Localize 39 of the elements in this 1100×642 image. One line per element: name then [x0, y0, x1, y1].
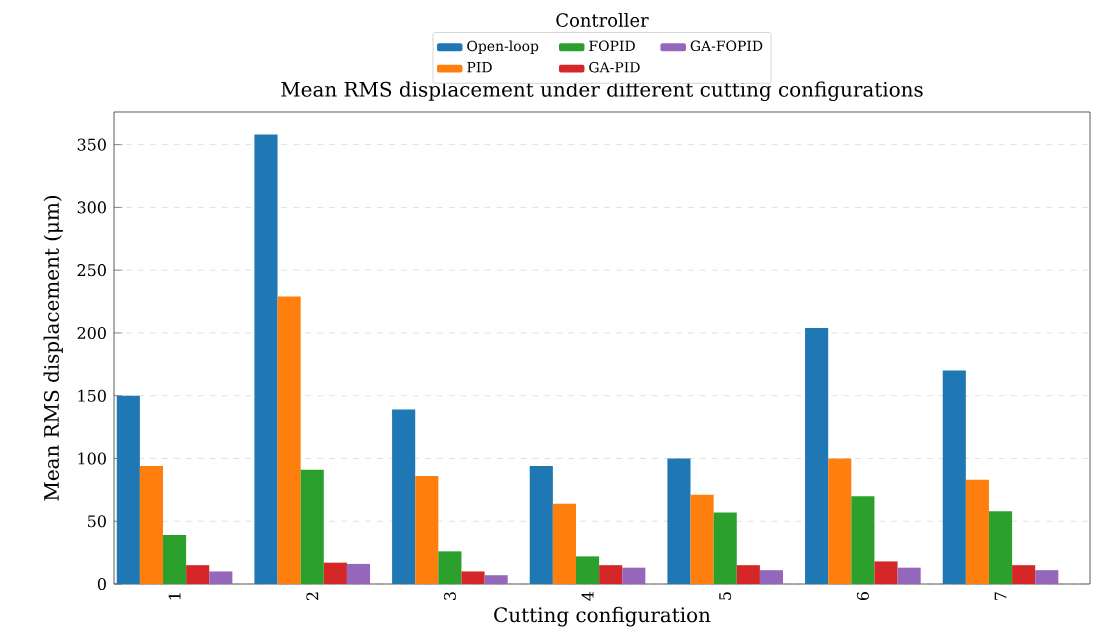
- bar: [736, 565, 760, 584]
- bar: [116, 395, 140, 584]
- bar: [874, 561, 898, 584]
- bar: [552, 503, 576, 584]
- legend-title: Controller: [556, 13, 649, 27]
- y-axis-title: Mean RMS displacement (μm): [43, 196, 63, 501]
- bar: [759, 570, 784, 584]
- bar: [392, 409, 416, 584]
- bar: [667, 458, 691, 584]
- bar: [415, 476, 439, 584]
- bar: [163, 535, 187, 584]
- bar: [346, 563, 371, 584]
- bar: [851, 496, 875, 584]
- bar: [690, 494, 714, 584]
- bar: [1012, 565, 1036, 584]
- bar: [1035, 570, 1059, 584]
- bar: [277, 296, 301, 584]
- bar: [254, 134, 278, 584]
- bar: [622, 567, 646, 584]
- bar: [300, 469, 324, 584]
- bar: [209, 571, 233, 584]
- bar: [484, 575, 508, 584]
- bar: [575, 556, 600, 584]
- bar: [828, 458, 852, 584]
- bar: [965, 479, 989, 584]
- bar: [323, 562, 347, 584]
- x-axis-title: Cutting configuration: [494, 606, 711, 627]
- bar: [529, 466, 553, 584]
- bar: [186, 565, 210, 584]
- bar: [438, 551, 462, 584]
- bar: [461, 571, 485, 584]
- bar: [805, 327, 829, 584]
- bar: [713, 512, 737, 584]
- bar: [897, 567, 921, 584]
- bar: [599, 565, 623, 584]
- bar: [988, 511, 1013, 584]
- bar: [942, 370, 966, 584]
- bar: [139, 466, 164, 584]
- chart-title: Mean RMS displacement under different cutting configurations: [281, 81, 923, 102]
